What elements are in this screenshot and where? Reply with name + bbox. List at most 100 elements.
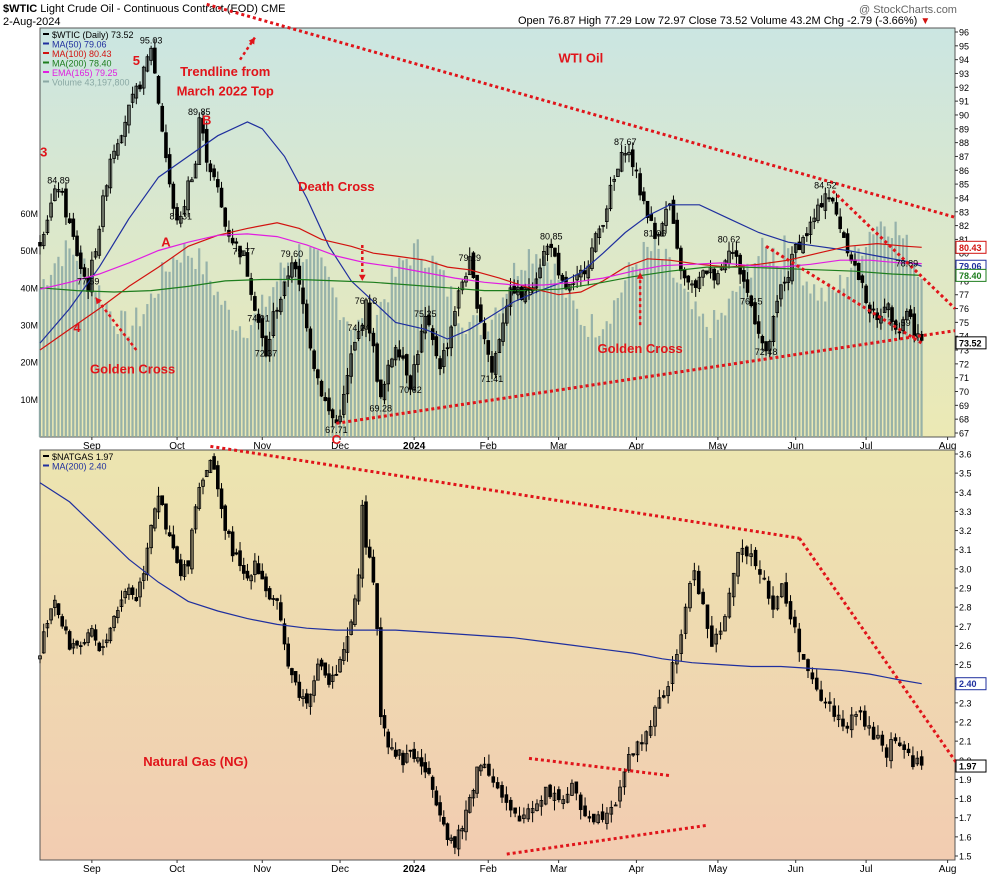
volume-bar <box>438 269 442 437</box>
candle-body <box>115 610 120 619</box>
candle-body <box>227 530 231 534</box>
candle-body <box>445 823 450 840</box>
price-tick-label: 2.8 <box>959 603 972 613</box>
candle-body <box>753 549 758 567</box>
volume-bar <box>483 322 486 437</box>
price-callout: 69.28 <box>370 403 393 413</box>
candle-body <box>75 640 79 646</box>
candle-body <box>810 672 815 680</box>
wave-label: B <box>202 113 211 128</box>
candle-body <box>561 799 566 805</box>
candle-body <box>508 799 513 811</box>
candle-body <box>312 350 316 369</box>
candle-body <box>308 328 313 349</box>
volume-bar <box>668 257 671 437</box>
legend-entry: MA(50) 79.06 <box>52 40 107 50</box>
candle-body <box>112 150 116 159</box>
candle-body <box>534 278 539 289</box>
volume-bar <box>42 279 45 437</box>
candle-body <box>712 268 717 281</box>
moving-average-line <box>39 266 922 293</box>
volume-tick-label: 40M <box>20 283 38 293</box>
volume-bar <box>320 257 323 437</box>
volume-bar <box>724 315 727 437</box>
volume-bar <box>153 297 156 437</box>
volume-bar <box>53 263 56 437</box>
volume-bar <box>813 284 816 437</box>
candle-body <box>119 135 124 144</box>
price-tick-label: 2.6 <box>959 641 972 651</box>
volume-bar <box>827 282 831 437</box>
volume-bar <box>253 313 256 437</box>
volume-bar <box>535 254 538 437</box>
candle-body <box>379 627 383 718</box>
candle-body <box>497 339 502 354</box>
candle-body <box>375 583 379 629</box>
x-tick-label: Mar <box>550 864 568 875</box>
candle-body <box>267 588 272 600</box>
symbol-title: Light Crude Oil - Continuous Contract (E… <box>40 3 258 15</box>
candle-body <box>290 668 294 676</box>
volume-bar <box>579 324 582 437</box>
candle-body <box>897 331 902 334</box>
candle-body <box>864 285 868 303</box>
candle-body <box>526 808 531 820</box>
ohlc-values: Open 76.87 High 77.29 Low 72.97 Close 73… <box>518 15 918 27</box>
volume-bar <box>383 299 386 437</box>
candle-body <box>441 816 446 825</box>
candle-body <box>622 771 627 788</box>
candle-body <box>771 315 776 343</box>
volume-bar <box>57 256 60 437</box>
legend-swatch <box>43 52 49 54</box>
candle-body <box>834 202 839 215</box>
candle-body <box>316 369 320 379</box>
volume-bar <box>279 262 282 437</box>
candle-body <box>705 604 710 629</box>
price-tick-label: 1.7 <box>959 813 972 823</box>
price-tick-label: 3.4 <box>959 488 972 498</box>
volume-bar <box>238 326 242 437</box>
volume-bar <box>138 326 142 437</box>
annotation-arrow-head <box>636 272 644 279</box>
candle-body <box>664 208 668 226</box>
candle-body <box>182 564 187 577</box>
x-tick-label: Oct <box>169 864 185 875</box>
exchange: CME <box>261 3 286 15</box>
volume-bar <box>231 329 234 437</box>
price-tick-label: 3.1 <box>959 545 972 555</box>
volume-bar <box>694 301 697 437</box>
candle-body <box>56 603 61 616</box>
volume-bar <box>868 231 871 437</box>
candle-body <box>775 596 780 610</box>
candle-body <box>593 233 598 252</box>
volume-bar <box>416 239 419 437</box>
candle-body <box>649 213 654 221</box>
candle-body <box>249 575 253 582</box>
x-tick-label: Dec <box>331 864 349 875</box>
candle-body <box>241 250 246 257</box>
down-arrow-icon: ▼ <box>920 16 931 27</box>
volume-bar <box>246 338 249 437</box>
candle-body <box>349 621 353 635</box>
candle-body <box>404 753 409 763</box>
chart-title: $WTIC Light Crude Oil - Continuous Contr… <box>3 3 285 15</box>
x-tick-label: May <box>708 864 727 875</box>
candle-body <box>275 598 279 601</box>
volume-bar <box>605 321 608 437</box>
candle-body <box>327 673 331 685</box>
chart-date: 2-Aug-2024 <box>3 16 61 28</box>
candle-body <box>841 718 845 727</box>
candle-body <box>849 714 854 731</box>
candle-body <box>323 397 328 402</box>
candle-body <box>565 793 570 803</box>
legend-entry: EMA(165) 79.25 <box>52 68 118 78</box>
candle-body <box>828 701 832 704</box>
volume-bar <box>316 250 319 437</box>
volume-bar <box>209 280 212 437</box>
volume-bar <box>357 319 360 437</box>
volume-bar <box>379 301 382 437</box>
legend-swatch <box>43 71 49 73</box>
volume-bar <box>590 314 593 437</box>
volume-bar <box>120 310 123 437</box>
candle-body <box>382 715 387 729</box>
